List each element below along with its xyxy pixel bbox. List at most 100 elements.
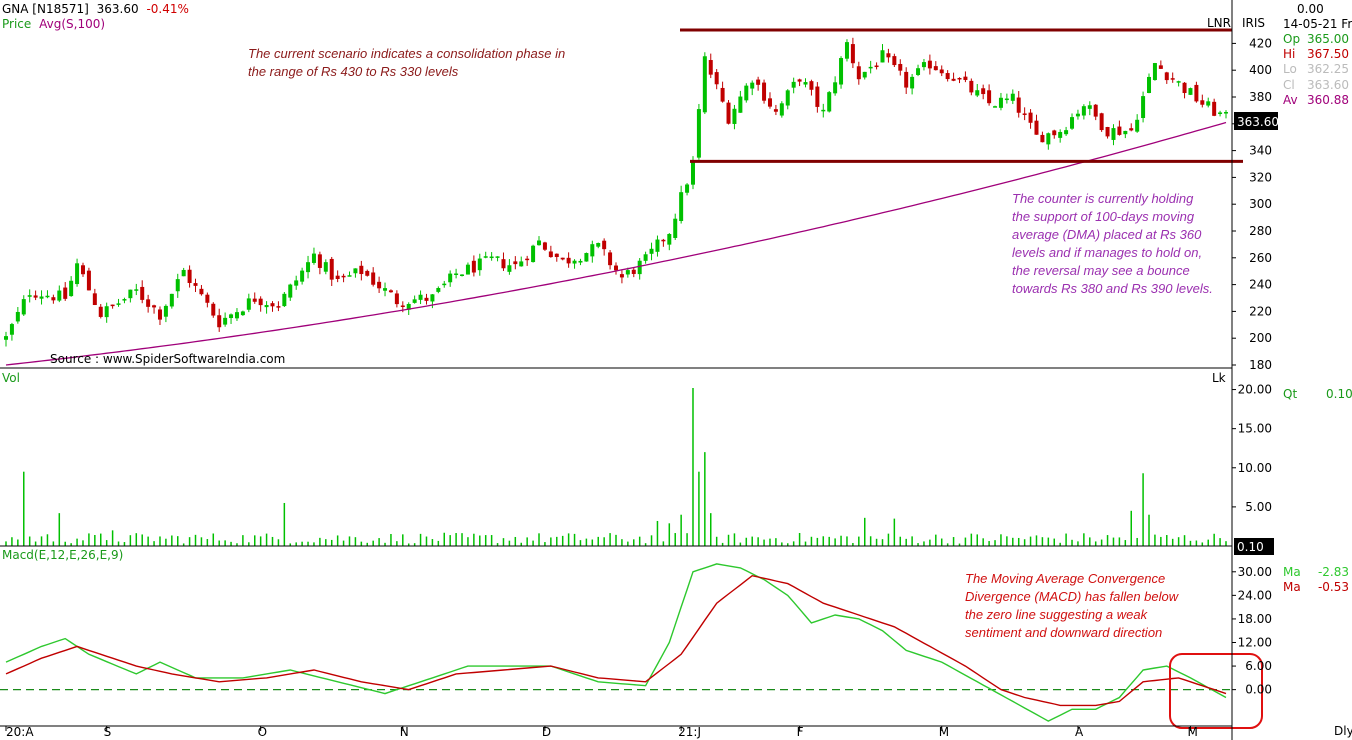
candle bbox=[507, 259, 512, 275]
candle bbox=[892, 53, 897, 68]
candle bbox=[187, 265, 192, 288]
candle bbox=[92, 288, 97, 306]
candle bbox=[1070, 113, 1075, 130]
candle bbox=[993, 105, 998, 108]
qt-label: Qt bbox=[1283, 387, 1298, 401]
candle bbox=[377, 276, 382, 293]
note-line: towards Rs 380 and Rs 390 levels. bbox=[1012, 281, 1213, 296]
candle bbox=[240, 310, 245, 316]
candle bbox=[1129, 123, 1134, 132]
note-line: average (DMA) placed at Rs 360 bbox=[1012, 227, 1202, 242]
candle bbox=[537, 236, 542, 246]
candle bbox=[767, 92, 772, 109]
candle bbox=[1200, 94, 1205, 108]
candle bbox=[910, 74, 915, 95]
candle bbox=[898, 59, 903, 76]
candle bbox=[578, 258, 583, 266]
price-axis-tick-label: 380 bbox=[1249, 90, 1272, 104]
candle bbox=[69, 276, 74, 297]
candle bbox=[791, 77, 796, 94]
candle bbox=[904, 67, 909, 94]
candle bbox=[1016, 91, 1021, 118]
candle bbox=[418, 290, 423, 305]
candle bbox=[246, 293, 251, 313]
candle bbox=[519, 256, 524, 267]
candle bbox=[969, 78, 974, 96]
volume-unit: Lk bbox=[1212, 371, 1226, 385]
macd-axis-tick-label: 12.00 bbox=[1238, 636, 1272, 650]
price-axis-tick-label: 240 bbox=[1249, 278, 1272, 292]
price-axis-tick-label: 260 bbox=[1249, 251, 1272, 265]
candle bbox=[862, 71, 867, 80]
candle bbox=[1224, 110, 1228, 119]
dma-note: The counter is currently holding the supp… bbox=[1012, 190, 1213, 298]
note-line: levels and if manages to hold on, bbox=[1012, 245, 1203, 260]
candle bbox=[1176, 80, 1181, 87]
candle bbox=[365, 269, 370, 277]
candle bbox=[850, 37, 855, 69]
candle bbox=[679, 185, 684, 224]
candle bbox=[1093, 104, 1098, 121]
candle bbox=[821, 103, 826, 118]
signal-line bbox=[5, 574, 1227, 707]
candle bbox=[844, 39, 849, 62]
candle bbox=[193, 278, 198, 293]
ohlc-value: 367.50 bbox=[1307, 47, 1349, 62]
candle bbox=[282, 292, 287, 307]
candle bbox=[667, 233, 672, 251]
candle bbox=[1040, 131, 1045, 143]
candle bbox=[631, 267, 636, 278]
note-line: sentiment and downward direction bbox=[965, 625, 1163, 640]
price-axis-tick-label: 320 bbox=[1249, 170, 1272, 184]
candle bbox=[750, 80, 755, 96]
macd-axis-tick-label: 6.00 bbox=[1245, 659, 1272, 673]
x-tick-label: D bbox=[542, 725, 551, 739]
candle bbox=[140, 280, 145, 304]
candle bbox=[146, 294, 151, 313]
x-tick-label: M bbox=[939, 725, 949, 739]
candle bbox=[773, 104, 778, 116]
note-line: the range of Rs 430 to Rs 330 levels bbox=[248, 64, 459, 79]
candle bbox=[234, 308, 239, 321]
qt-value: 0.10 bbox=[1326, 387, 1352, 401]
candle bbox=[614, 262, 618, 275]
candle bbox=[483, 251, 488, 259]
candle bbox=[921, 58, 926, 71]
note-line: The Moving Average Convergence bbox=[965, 571, 1166, 586]
macd-legend: Ma -2.83 Ma -0.53 bbox=[1283, 565, 1349, 595]
macd-line bbox=[5, 563, 1227, 722]
candle bbox=[86, 267, 91, 291]
candle bbox=[1081, 104, 1086, 120]
price-axis-tick-label: 340 bbox=[1249, 144, 1272, 158]
price-axis-tick-label: 400 bbox=[1249, 63, 1272, 77]
candle bbox=[300, 267, 305, 285]
candle bbox=[714, 69, 719, 90]
macd-legend-label: Ma bbox=[1283, 580, 1301, 594]
candle bbox=[513, 256, 518, 270]
candle bbox=[270, 301, 275, 312]
candle bbox=[655, 235, 660, 257]
candle bbox=[803, 78, 808, 88]
candle bbox=[927, 54, 932, 75]
candle bbox=[15, 307, 20, 324]
macd-label: Macd(E,12,E,26,E,9) bbox=[2, 548, 124, 562]
candle bbox=[329, 256, 334, 287]
candle bbox=[128, 289, 133, 303]
candle bbox=[726, 100, 731, 125]
candle bbox=[1087, 101, 1092, 116]
candle bbox=[465, 262, 470, 275]
candle bbox=[998, 92, 1003, 111]
candle bbox=[1058, 129, 1063, 143]
candle bbox=[33, 290, 38, 301]
ohlc-label: Hi bbox=[1283, 47, 1296, 62]
candle bbox=[347, 271, 352, 277]
candle bbox=[489, 252, 494, 261]
ohlc-value: 363.60 bbox=[1307, 77, 1349, 92]
candle bbox=[827, 91, 832, 113]
candle bbox=[566, 252, 571, 268]
candle bbox=[762, 79, 767, 104]
candle bbox=[45, 290, 50, 299]
candle bbox=[981, 84, 986, 100]
candle bbox=[98, 303, 103, 319]
candle bbox=[181, 267, 186, 277]
